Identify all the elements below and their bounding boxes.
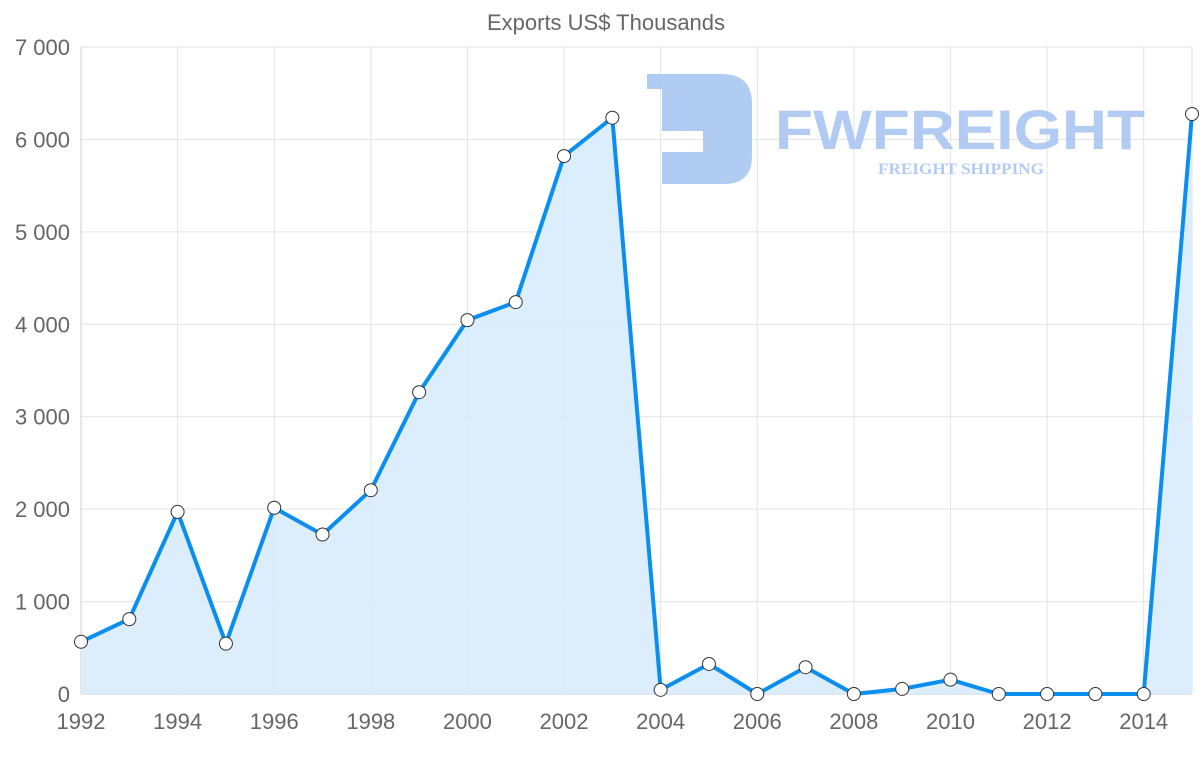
x-tick-label: 1992	[57, 709, 106, 734]
data-point[interactable]	[605, 110, 620, 125]
x-tick-label: 2014	[1119, 709, 1168, 734]
data-point[interactable]	[412, 385, 427, 400]
x-tick-label: 2012	[1023, 709, 1072, 734]
x-tick-label: 2010	[926, 709, 975, 734]
x-tick-label: 2000	[443, 709, 492, 734]
data-point[interactable]	[122, 612, 137, 627]
data-point[interactable]	[315, 527, 330, 542]
x-tick-label: 2002	[540, 709, 589, 734]
chart-title: Exports US$ Thousands	[487, 10, 725, 35]
data-point[interactable]	[1136, 687, 1151, 701]
series-line	[80, 113, 1194, 696]
data-point[interactable]	[363, 483, 378, 498]
data-point[interactable]	[170, 504, 185, 519]
data-point[interactable]	[460, 313, 475, 328]
x-tick-label: 1994	[153, 709, 202, 734]
data-point[interactable]	[1040, 687, 1055, 701]
y-tick-label: 3 000	[15, 405, 70, 430]
data-point[interactable]	[991, 687, 1006, 701]
x-tick-label: 2004	[636, 709, 685, 734]
y-tick-label: 7 000	[15, 35, 70, 60]
watermark-logo: FWFREIGHT FREIGHT SHIPPING	[647, 74, 1145, 184]
data-point[interactable]	[943, 672, 958, 687]
data-point[interactable]	[508, 295, 523, 310]
data-point[interactable]	[218, 636, 233, 651]
y-tick-label: 5 000	[15, 220, 70, 245]
watermark-tagline: FREIGHT SHIPPING	[878, 161, 1045, 178]
x-tick-label: 1996	[250, 709, 299, 734]
data-point[interactable]	[1185, 107, 1199, 122]
y-tick-label: 6 000	[15, 127, 70, 152]
data-point[interactable]	[267, 500, 282, 515]
y-tick-label: 1 000	[15, 590, 70, 615]
watermark-brand: FWFREIGHT	[775, 98, 1145, 161]
x-tick-label: 2008	[829, 709, 878, 734]
data-point[interactable]	[798, 660, 813, 675]
data-point[interactable]	[1088, 687, 1103, 701]
data-point[interactable]	[750, 687, 765, 701]
series-exports	[74, 107, 1199, 701]
logo-mark-icon	[647, 74, 752, 184]
data-point[interactable]	[74, 634, 88, 649]
data-point[interactable]	[895, 681, 910, 696]
x-tick-label: 2006	[733, 709, 782, 734]
data-point[interactable]	[701, 656, 716, 671]
y-tick-label: 0	[58, 682, 70, 707]
data-point[interactable]	[653, 682, 668, 697]
y-tick-label: 4 000	[15, 312, 70, 337]
y-tick-label: 2 000	[15, 497, 70, 522]
x-tick-label: 1998	[346, 709, 395, 734]
data-point[interactable]	[846, 687, 861, 701]
data-point[interactable]	[557, 149, 572, 164]
